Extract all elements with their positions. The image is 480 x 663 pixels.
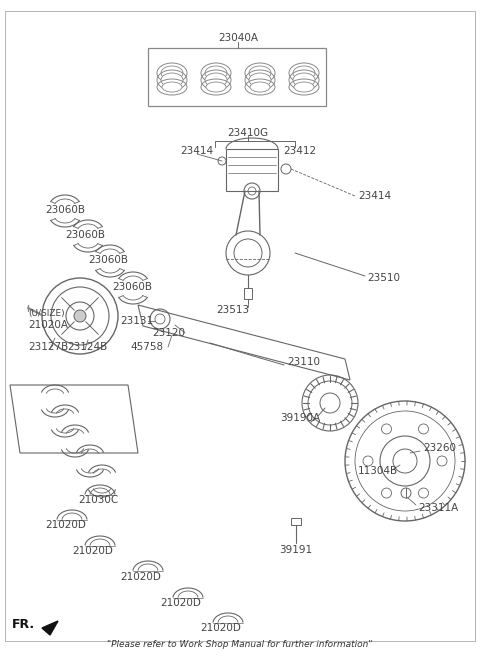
Polygon shape [42,621,58,635]
Text: 23124B: 23124B [67,342,107,352]
Text: (U/SIZE): (U/SIZE) [28,308,65,318]
Ellipse shape [249,73,271,87]
Text: 23060B: 23060B [88,255,128,265]
Ellipse shape [250,82,270,92]
Bar [226,149,278,191]
Text: 39191: 39191 [279,545,312,555]
Text: 23510: 23510 [367,273,400,283]
Text: "Please refer to Work Shop Manual for further information": "Please refer to Work Shop Manual for fu… [107,640,373,649]
Ellipse shape [162,82,182,92]
Text: 23311A: 23311A [418,503,458,513]
Text: 21020D: 21020D [160,598,201,608]
Text: 23414: 23414 [180,146,214,156]
Ellipse shape [206,82,226,92]
Text: 23060B: 23060B [45,205,85,215]
Text: 23127B: 23127B [28,342,68,352]
Text: 21020D: 21020D [72,546,113,556]
Text: 21020D: 21020D [200,623,241,633]
Text: 23120: 23120 [152,328,185,338]
Text: 21020D: 21020D [120,572,161,582]
Text: 23410G: 23410G [228,128,269,138]
Ellipse shape [293,66,315,80]
Text: 21030C: 21030C [78,495,118,505]
Text: 23040A: 23040A [218,33,258,43]
Text: 23260: 23260 [423,443,456,453]
Circle shape [74,310,86,322]
Text: 11304B: 11304B [358,466,398,476]
Text: 23513: 23513 [216,305,250,315]
Text: 23110: 23110 [287,357,320,367]
Ellipse shape [161,73,183,87]
Ellipse shape [205,66,227,80]
Ellipse shape [205,73,227,87]
Text: 23060B: 23060B [65,230,105,240]
Ellipse shape [293,73,315,87]
Ellipse shape [249,66,271,80]
Bar [148,48,326,106]
Text: 39190A: 39190A [280,413,320,423]
Text: 23414: 23414 [358,191,391,201]
Text: FR.: FR. [12,618,35,631]
Text: 23131: 23131 [120,316,153,326]
Text: 21020A: 21020A [28,320,68,330]
Text: 45758: 45758 [130,342,163,352]
Text: 23060B: 23060B [112,282,152,292]
Text: 23412: 23412 [283,146,317,156]
Text: 21020D: 21020D [45,520,86,530]
Ellipse shape [294,82,314,92]
Bar [291,518,301,525]
Bar [244,288,252,299]
Ellipse shape [161,66,183,80]
